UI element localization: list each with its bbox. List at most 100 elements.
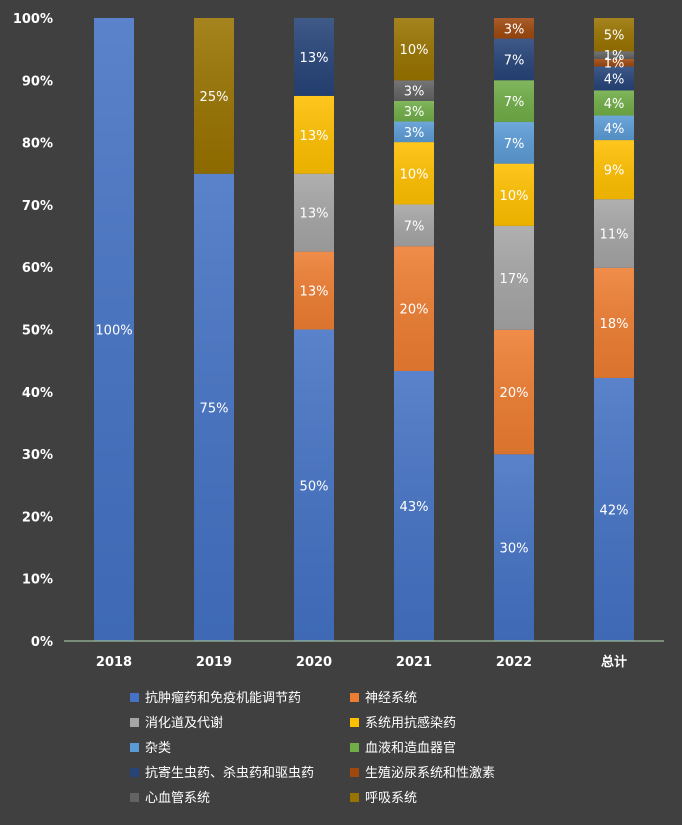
y-axis-ticks: 0% 10% 20% 30% 40% 50% 60% 70% 80% 90% 100% [13,12,53,650]
legend-item: 系统用抗感染药 [350,715,456,731]
y-tick-label: 10% [22,573,53,588]
bar-segment [294,251,334,330]
data-label: 3% [404,105,425,120]
legend-label: 消化道及代谢 [145,715,223,731]
data-label: 20% [500,386,529,401]
y-tick-label: 70% [22,199,53,214]
legend-item: 抗寄生虫药、杀虫药和驱虫药 [130,765,314,781]
legend-swatch [350,743,359,752]
x-tick-label: 2019 [196,655,232,670]
data-label: 25% [200,90,229,105]
legend-label: 抗肿瘤药和免疫机能调节药 [145,690,301,706]
bar-segment [494,454,534,641]
x-tick-label: 2018 [96,655,132,670]
bar-segment [394,246,434,371]
x-tick-label: 总计 [601,654,627,670]
data-label: 42% [600,503,629,518]
bar-segment [594,66,634,91]
data-label: 1% [604,49,625,64]
bar-segment [494,80,534,122]
legend-swatch [130,693,139,702]
bar-segment [594,199,634,268]
y-tick-label: 60% [22,261,53,276]
legend-label: 杂类 [145,741,171,756]
bar-segment [394,18,434,81]
bar-segment [194,18,234,174]
legend-swatch [350,793,359,802]
bar-segment [394,142,434,205]
y-tick-label: 100% [13,12,53,27]
data-label: 5% [604,29,625,44]
data-label: 13% [300,51,329,66]
bar-segment [394,100,434,122]
y-tick-label: 50% [22,324,53,339]
bar-segment [494,121,534,164]
data-label: 7% [504,95,525,110]
legend-item: 杂类 [130,741,171,756]
legend-item: 呼吸系统 [350,791,417,806]
legend-item: 消化道及代谢 [130,715,223,731]
bar-segment [594,140,634,200]
legend-swatch [350,768,359,777]
bar-segment [594,377,634,641]
legend-label: 血液和造血器官 [365,740,456,756]
legend-swatch [130,793,139,802]
data-label: 1% [604,57,625,72]
bar-segment [294,173,334,252]
data-label: 4% [604,97,625,112]
data-label: 7% [404,219,425,234]
bar-segment [394,121,434,143]
legend-item: 心血管系统 [130,791,210,806]
x-tick-label: 2021 [396,655,432,670]
y-tick-label: 90% [22,74,53,89]
legend-label: 心血管系统 [145,791,210,806]
x-tick-label: 2020 [296,655,332,670]
bar-segment [494,163,534,226]
y-tick-label: 20% [22,510,53,525]
legend-swatch [350,718,359,727]
y-tick-label: 80% [22,137,53,152]
data-label: 10% [500,189,529,204]
legend-swatch [130,743,139,752]
bar-segment [94,18,134,641]
data-label: 50% [300,479,329,494]
data-label: 20% [400,303,429,318]
legend-label: 系统用抗感染药 [365,715,456,731]
legend-item: 血液和造血器官 [350,740,456,756]
data-label: 10% [400,43,429,58]
y-tick-label: 40% [22,386,53,401]
bar-segment [594,267,634,378]
data-label: 30% [500,542,529,557]
bar-segment [294,18,334,96]
data-label: 13% [300,285,329,300]
data-label: 4% [604,72,625,87]
data-label: 3% [404,126,425,141]
bar-segment [594,18,634,52]
bar-segment [394,204,434,247]
bar-segment [494,225,534,330]
bar-segment [294,329,334,641]
x-axis-ticks: 2018 2019 2020 2021 2022 总计 [96,654,627,670]
data-label: 100% [95,324,132,339]
data-label: 17% [500,272,529,287]
y-tick-label: 30% [22,448,53,463]
data-label: 7% [504,137,525,152]
data-label: 13% [300,129,329,144]
y-tick-label: 0% [31,635,53,650]
bar-segment [494,38,534,81]
data-label: 75% [200,401,229,416]
bar-segment [594,58,634,67]
legend-swatch [130,718,139,727]
data-label: 9% [604,164,625,179]
data-label: 3% [504,22,525,37]
legend-item: 神经系统 [350,691,417,706]
x-tick-label: 2022 [496,655,532,670]
bar-segment [594,115,634,141]
data-label: 3% [404,85,425,100]
bar-segment [194,173,234,641]
bars-group [94,18,634,641]
data-label: 11% [600,228,629,243]
legend-item: 抗肿瘤药和免疫机能调节药 [130,690,301,706]
bar-segment [594,51,634,59]
segment-labels-group: 100% 75% 25% 50% 13% 13% 13% 13% 43% 20% 7% 10% 3% 3%… [95,22,628,556]
